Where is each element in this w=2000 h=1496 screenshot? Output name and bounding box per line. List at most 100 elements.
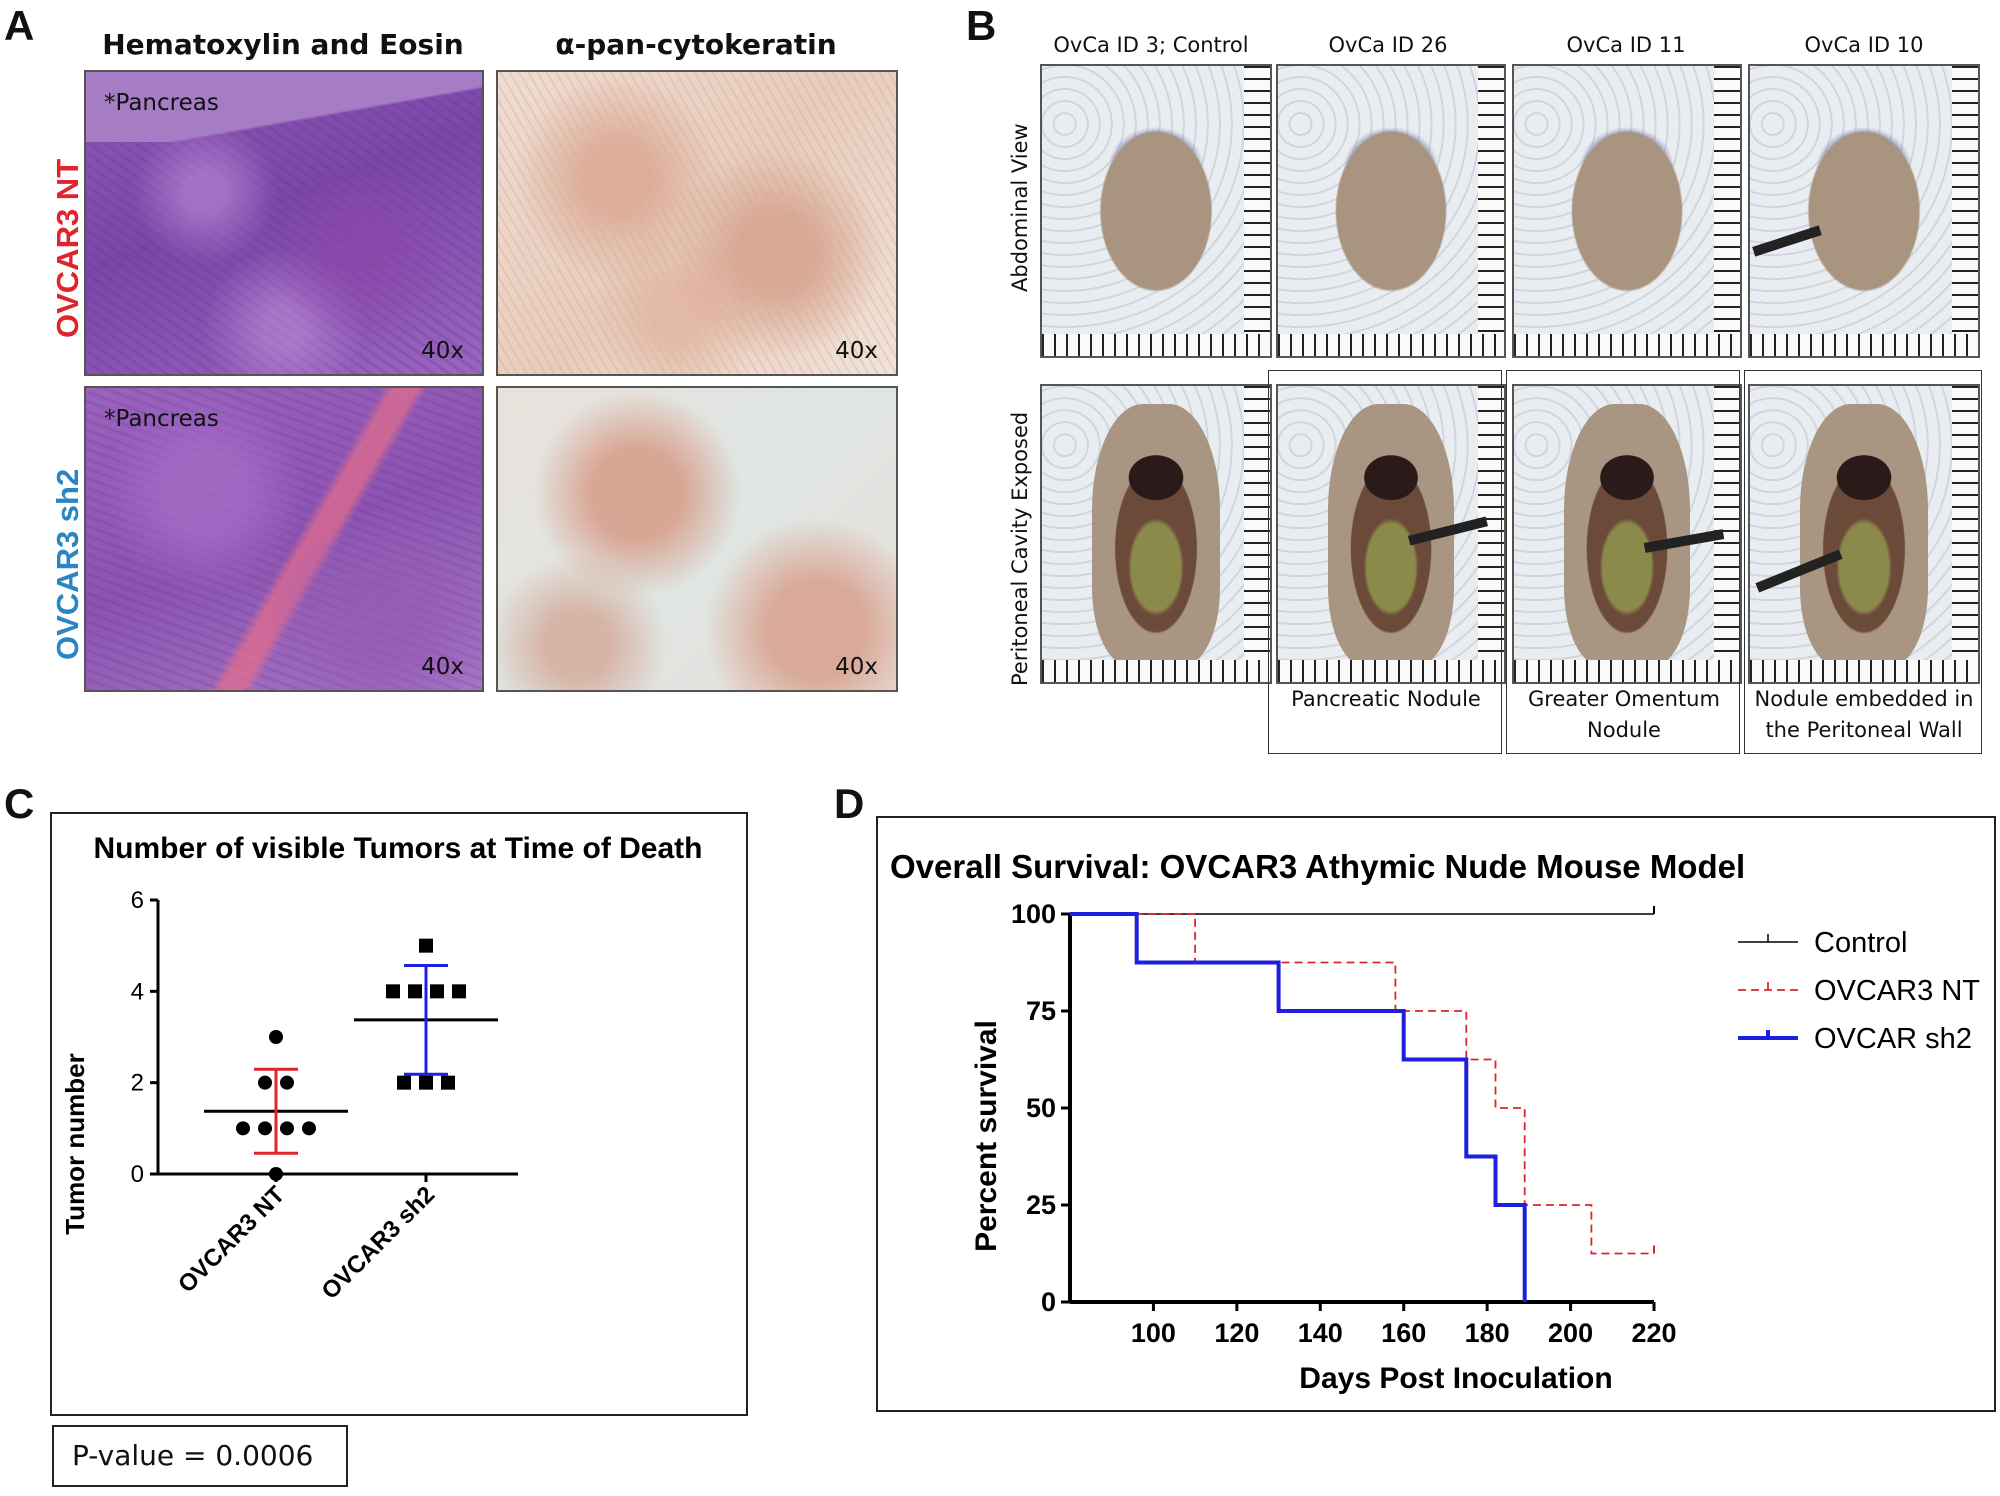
chart-frame bbox=[50, 812, 748, 1416]
mouse-cavity-1 bbox=[1040, 384, 1272, 684]
x-tick-label: 160 bbox=[1381, 1318, 1426, 1348]
pancreas-label: *Pancreas bbox=[104, 90, 219, 116]
x-tick-label: 220 bbox=[1631, 1318, 1676, 1348]
ticks: 100 120 140 160 180 200 220 0 25 50 75 100 bbox=[1011, 899, 1677, 1348]
he-image-nt: *Pancreas 40x bbox=[84, 70, 484, 376]
mouse-cavity-2 bbox=[1276, 384, 1506, 684]
caption-greater-omentum-1: Greater Omentum bbox=[1528, 687, 1720, 711]
y-tick-label: 4 bbox=[131, 978, 144, 1005]
magnification-label: 40x bbox=[421, 338, 464, 364]
panel-letter-a: A bbox=[4, 2, 35, 49]
panel-letter-c: C bbox=[4, 780, 35, 827]
ruler bbox=[1278, 660, 1504, 682]
y-axis-label: Tumor number bbox=[60, 1053, 90, 1235]
data-point bbox=[236, 1121, 250, 1136]
ruler bbox=[1952, 386, 1978, 682]
ruler bbox=[1244, 66, 1270, 356]
x-tick-label: 120 bbox=[1214, 1318, 1259, 1348]
ruler bbox=[1514, 660, 1740, 682]
mouse-body bbox=[1514, 66, 1740, 356]
caption-peritoneal-wall-1: Nodule embedded in bbox=[1754, 687, 1974, 711]
mouse-header-2: OvCa ID 26 bbox=[1328, 33, 1448, 57]
y-tick-label: 50 bbox=[1026, 1093, 1056, 1123]
pancreas-label: *Pancreas bbox=[104, 406, 219, 432]
data-point bbox=[397, 1075, 411, 1090]
mouse-cavity bbox=[1800, 403, 1928, 668]
y-tick-label: 100 bbox=[1011, 899, 1056, 929]
mouse-abdominal-3 bbox=[1512, 64, 1742, 358]
row-label-ovcar3-sh2: OVCAR3 sh2 bbox=[50, 468, 85, 660]
data-point bbox=[452, 984, 466, 999]
ruler bbox=[1750, 334, 1978, 356]
x-tick-label: 180 bbox=[1465, 1318, 1510, 1348]
ruler bbox=[1478, 66, 1504, 356]
survival-chart: Overall Survival: OVCAR3 Athymic Nude Mo… bbox=[876, 816, 1996, 1412]
magnification-label: 40x bbox=[835, 338, 878, 364]
magnification-label: 40x bbox=[421, 654, 464, 680]
data-point bbox=[419, 1075, 433, 1090]
mouse-header-1: OvCa ID 3; Control bbox=[1053, 33, 1249, 57]
y-tick-label: 0 bbox=[131, 1161, 144, 1188]
mouse-cavity-3 bbox=[1512, 384, 1742, 684]
p-value-box: P-value = 0.0006 bbox=[52, 1425, 348, 1487]
y-axis-label: Percent survival bbox=[970, 1020, 1003, 1252]
ruler bbox=[1042, 660, 1270, 682]
error-bars bbox=[204, 964, 498, 1155]
caption-greater-omentum-2: Nodule bbox=[1587, 718, 1661, 742]
legend-label: Control bbox=[1814, 927, 1908, 959]
legend-label: OVCAR sh2 bbox=[1814, 1023, 1972, 1055]
row-label-ovcar3-nt: OVCAR3 NT bbox=[50, 158, 85, 338]
x-axis-label: Days Post Inoculation bbox=[1299, 1362, 1612, 1395]
tissue-edge bbox=[86, 72, 482, 142]
magnification-label: 40x bbox=[835, 654, 878, 680]
cytokeratin-image-sh2: 40x bbox=[496, 386, 898, 692]
panel-letter-b: B bbox=[966, 2, 997, 49]
data-point bbox=[302, 1121, 316, 1136]
data-point bbox=[258, 1121, 272, 1136]
y-tick-label: 25 bbox=[1026, 1190, 1056, 1220]
mouse-body bbox=[1042, 66, 1270, 356]
panel-a-header-ck: α-pan-cytokeratin bbox=[555, 28, 837, 61]
data-point bbox=[441, 1075, 455, 1090]
caption-peritoneal-wall-2: the Peritoneal Wall bbox=[1765, 718, 1963, 742]
caption-box-3 bbox=[1506, 370, 1740, 754]
data-point bbox=[386, 984, 400, 999]
ruler bbox=[1478, 386, 1504, 682]
ruler bbox=[1952, 66, 1978, 356]
row-label-abdominal-view: Abdominal View bbox=[1008, 123, 1032, 292]
mouse-cavity-4 bbox=[1748, 384, 1980, 684]
mouse-abdominal-2 bbox=[1276, 64, 1506, 358]
y-ticks: 0 2 4 6 bbox=[131, 887, 158, 1188]
x-tick-label: 100 bbox=[1131, 1318, 1176, 1348]
data-point bbox=[280, 1075, 294, 1090]
legend: Control OVCAR3 NT OVCAR sh2 bbox=[1738, 927, 1980, 1055]
panel-a-header-he: Hematoxylin and Eosin bbox=[102, 28, 464, 61]
data-point bbox=[269, 1167, 283, 1181]
y-tick-label: 0 bbox=[1041, 1287, 1056, 1317]
mouse-abdominal-1 bbox=[1040, 64, 1272, 358]
chart-title: Number of visible Tumors at Time of Deat… bbox=[94, 832, 703, 865]
data-point bbox=[430, 984, 444, 999]
mouse-body bbox=[1278, 66, 1504, 356]
caption-pancreatic-nodule: Pancreatic Nodule bbox=[1291, 687, 1481, 711]
mouse-header-3: OvCa ID 11 bbox=[1566, 33, 1686, 57]
survival-curve-2 bbox=[1070, 912, 1527, 1302]
panel-letter-d: D bbox=[834, 780, 865, 827]
legend-label: OVCAR3 NT bbox=[1814, 975, 1980, 1007]
ruler bbox=[1714, 66, 1740, 356]
data-point bbox=[419, 938, 433, 953]
mouse-body bbox=[1750, 66, 1978, 356]
mouse-cavity bbox=[1563, 403, 1691, 668]
y-tick-label: 6 bbox=[131, 887, 144, 914]
ruler bbox=[1042, 334, 1270, 356]
axes bbox=[156, 900, 518, 1176]
mouse-header-4: OvCa ID 10 bbox=[1804, 33, 1924, 57]
x-tick-label: 200 bbox=[1548, 1318, 1593, 1348]
y-tick-label: 75 bbox=[1026, 996, 1056, 1026]
chart-frame bbox=[876, 816, 1996, 1412]
caption-box-4 bbox=[1744, 370, 1982, 754]
y-tick-label: 2 bbox=[131, 1070, 144, 1097]
ruler bbox=[1514, 334, 1740, 356]
data-point bbox=[408, 984, 422, 999]
caption-box-2 bbox=[1268, 370, 1502, 754]
